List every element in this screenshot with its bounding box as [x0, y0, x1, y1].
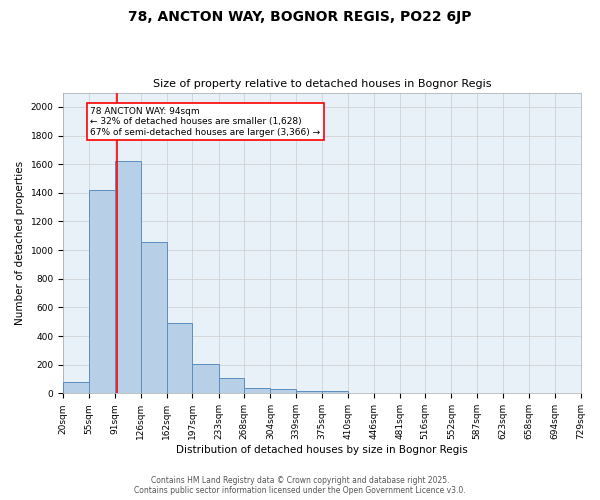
Text: Contains HM Land Registry data © Crown copyright and database right 2025.
Contai: Contains HM Land Registry data © Crown c… [134, 476, 466, 495]
Bar [271, 390, 296, 394]
Text: 78, ANCTON WAY, BOGNOR REGIS, PO22 6JP: 78, ANCTON WAY, BOGNOR REGIS, PO22 6JP [128, 10, 472, 24]
Bar [322, 391, 348, 394]
Title: Size of property relative to detached houses in Bognor Regis: Size of property relative to detached ho… [152, 79, 491, 89]
Text: 78 ANCTON WAY: 94sqm
← 32% of detached houses are smaller (1,628)
67% of semi-de: 78 ANCTON WAY: 94sqm ← 32% of detached h… [90, 107, 320, 136]
Bar [244, 388, 271, 394]
Bar [63, 382, 89, 394]
Bar [140, 242, 167, 394]
Bar [193, 364, 218, 394]
Bar [296, 391, 322, 394]
Bar [115, 162, 140, 394]
Bar [89, 190, 115, 394]
Bar [167, 323, 193, 394]
X-axis label: Distribution of detached houses by size in Bognor Regis: Distribution of detached houses by size … [176, 445, 468, 455]
Bar [218, 378, 244, 394]
Y-axis label: Number of detached properties: Number of detached properties [15, 161, 25, 325]
